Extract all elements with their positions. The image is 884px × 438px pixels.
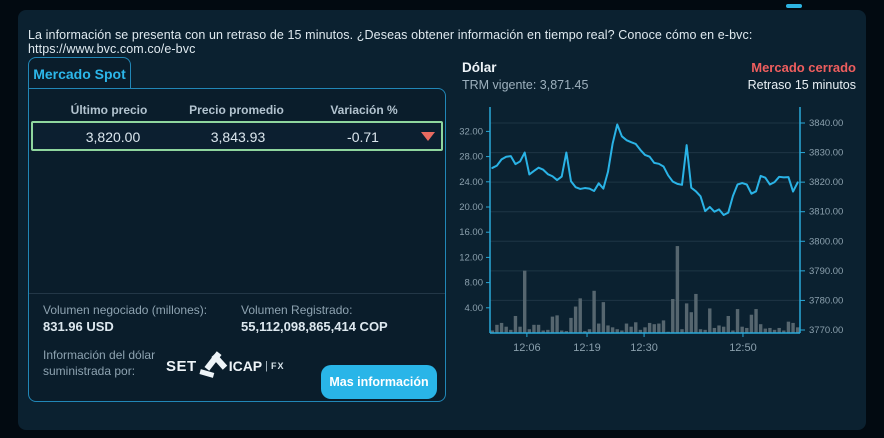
delay-banner: La información se presenta con un retras…	[28, 28, 856, 56]
logo-fx-text: FX	[271, 361, 285, 371]
svg-text:3830.00: 3830.00	[809, 148, 843, 159]
logo-icap-text: ICAP	[228, 358, 263, 374]
svg-text:12.00: 12.00	[459, 252, 483, 263]
svg-text:3810.00: 3810.00	[809, 207, 843, 218]
market-status-badge: Mercado cerrado	[751, 60, 856, 75]
svg-text:8.00: 8.00	[465, 278, 484, 289]
svg-text:3790.00: 3790.00	[809, 266, 843, 277]
svg-text:3800.00: 3800.00	[809, 236, 843, 247]
dollar-intraday-chart[interactable]: 4.00 8.00 12.00 16.00 20.00 24.00 28.00 32.00 37…	[458, 103, 862, 361]
spot-card: Último precio Precio promedio Variación …	[28, 88, 446, 402]
dollar-title: Dólar	[462, 60, 497, 75]
cell-ultimo-precio: 3,820.00	[85, 129, 141, 145]
cell-variacion: -0.71	[347, 129, 379, 145]
card-section-divider	[29, 293, 445, 294]
svg-text:12:06: 12:06	[513, 342, 541, 354]
mas-informacion-button[interactable]: Mas información	[321, 365, 437, 399]
main-panel: La información se presenta con un retras…	[18, 10, 866, 430]
logo-set-text: SET	[166, 357, 197, 375]
col-header-ultimo-precio: Último precio	[70, 103, 148, 117]
svg-text:32.00: 32.00	[459, 126, 483, 137]
fuente-label: Información del dólar suministrada por:	[43, 348, 156, 378]
tab-mercado-spot-label: Mercado Spot	[33, 65, 126, 82]
svg-text:4.00: 4.00	[465, 303, 484, 314]
svg-text:3780.00: 3780.00	[809, 295, 843, 306]
col-header-precio-promedio: Precio promedio	[189, 103, 284, 117]
set-icap-fx-logo: SET ICAP | FX	[166, 351, 285, 381]
svg-text:3820.00: 3820.00	[809, 177, 843, 188]
svg-text:3770.00: 3770.00	[809, 325, 843, 336]
svg-text:28.00: 28.00	[459, 152, 483, 163]
svg-text:16.00: 16.00	[459, 227, 483, 238]
variation-down-triangle-icon	[421, 132, 435, 141]
cell-precio-promedio: 3,843.93	[210, 129, 266, 145]
svg-text:24.00: 24.00	[459, 177, 483, 188]
trm-vigente-text: TRM vigente: 3,871.45	[462, 78, 589, 92]
svg-text:20.00: 20.00	[459, 202, 483, 213]
volumen-registrado-label: Volumen Registrado:	[241, 303, 353, 317]
tab-mercado-spot[interactable]: Mercado Spot	[28, 57, 131, 89]
delay-text: Retraso 15 minutos	[747, 78, 856, 92]
svg-text:12:50: 12:50	[729, 342, 757, 354]
svg-text:12:19: 12:19	[573, 342, 601, 354]
volumen-registrado-value: 55,112,098,865,414 COP	[241, 319, 388, 334]
window-accent-dash	[786, 4, 802, 8]
logo-separator: |	[265, 360, 268, 372]
col-header-variacion: Variación %	[330, 103, 398, 117]
volumen-negociado-label: Volumen negociado (millones):	[43, 303, 208, 317]
set-icap-swoosh-icon	[199, 351, 227, 378]
delay-banner-text: La información se presenta con un retras…	[28, 28, 753, 56]
spot-table-row[interactable]: 3,820.00 3,843.93 -0.71	[31, 121, 443, 151]
volumen-negociado-value: 831.96 USD	[43, 319, 114, 334]
svg-text:12:30: 12:30	[630, 342, 658, 354]
svg-text:3840.00: 3840.00	[809, 118, 843, 129]
